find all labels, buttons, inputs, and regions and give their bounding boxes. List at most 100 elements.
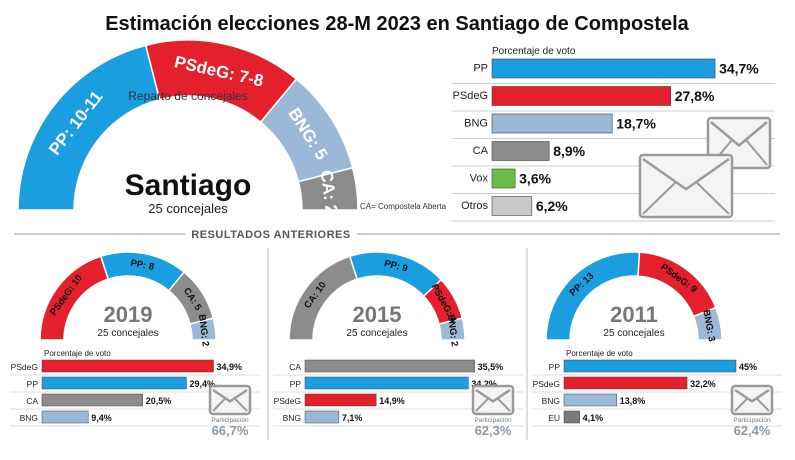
participation-value-2011: 62,4% xyxy=(734,423,771,438)
bar-2019-psdeg xyxy=(41,359,214,373)
bar-label-2015: BNG xyxy=(283,413,301,423)
vote-bar-vox xyxy=(491,168,516,189)
participation-label-2019: Participación xyxy=(211,417,249,424)
bar-value-2019: 34,9% xyxy=(217,362,243,372)
participation-value-2015: 62,3% xyxy=(475,423,512,438)
bar-2011-bng xyxy=(563,393,617,407)
year-2011: 2011 xyxy=(610,302,658,327)
bar-label-2019: PP xyxy=(27,379,39,389)
envelope-icon xyxy=(638,153,734,219)
vote-bar-label: CA xyxy=(473,145,489,157)
council-label-2019: 25 concejales xyxy=(97,328,158,339)
envelope-icon-flap xyxy=(642,157,730,191)
bar-value-2019: 20,5% xyxy=(146,396,172,406)
main-title: Estimación elecciones 28-M 2023 en Santi… xyxy=(105,13,689,35)
bar-value-2019: 29,4% xyxy=(189,379,215,389)
bar-value-2011: 32,2% xyxy=(690,379,716,389)
envelope-icon-body xyxy=(638,153,734,219)
hemicycle-2019-seat-label: PP: 8 xyxy=(130,258,155,273)
ca-note: CA= Compostela Aberta xyxy=(360,202,447,211)
main-hemicycle-segment-ca xyxy=(297,166,359,211)
bar-value-2015: 34,2% xyxy=(471,379,497,389)
vote-bar-psdeg xyxy=(491,86,672,106)
bar-label-2011: PSdeG xyxy=(533,379,560,389)
year-2019: 2019 xyxy=(104,302,153,327)
vote-bar-otros xyxy=(491,196,533,216)
bar-2015-pp xyxy=(304,376,469,390)
bar-value-2015: 7,1% xyxy=(342,413,363,423)
section-header-bg xyxy=(185,226,357,242)
vote-header: Porcentaje de voto xyxy=(492,46,576,57)
participation-envelope-icon-2019-flap xyxy=(212,388,248,403)
bar-value-2011: 45% xyxy=(739,362,757,372)
hemicycle-2015-segment-bng xyxy=(438,317,466,341)
hemicycle-2011-segment-bng xyxy=(692,306,723,341)
bar-label-2015: PSdeG xyxy=(274,396,301,406)
bar-2011-eu xyxy=(563,410,580,424)
vote-bar-value: 18,7% xyxy=(616,116,656,132)
hemicycle-2019-segment-pp xyxy=(99,251,186,292)
vote-bar-ca xyxy=(491,141,550,161)
bar-value-2019: 9,4% xyxy=(91,413,112,423)
council-label-2015: 25 concejales xyxy=(346,328,407,339)
participation-envelope-icon-2015-fold xyxy=(475,397,511,412)
vote-bar-label: Otros xyxy=(461,200,488,212)
participation-envelope-icon-2015-flap xyxy=(475,388,511,403)
bar-label-2011: PP xyxy=(549,362,561,372)
vote-bar-label: PP xyxy=(473,63,488,75)
vote-bar-label: Vox xyxy=(470,173,489,185)
vote-bar-value: 3,6% xyxy=(519,171,551,187)
bar-label-2019: PSdeG xyxy=(11,362,38,372)
participation-envelope-icon-2011-flap xyxy=(734,388,770,403)
council-label-2011: 25 concejales xyxy=(603,328,664,339)
participation-envelope-icon-2019 xyxy=(208,384,252,416)
vote-bar-value: 34,7% xyxy=(719,61,759,77)
bar-label-2019: CA xyxy=(26,396,38,406)
participation-envelope-icon-2015 xyxy=(471,384,515,416)
bar-2015-bng xyxy=(304,410,340,424)
hemicycle-2015-segment-pp xyxy=(348,251,443,298)
bar-value-2015: 35,5% xyxy=(478,362,504,372)
participation-value-2019: 66,7% xyxy=(212,423,249,438)
council-label: 25 concejales xyxy=(148,201,228,216)
vote-bar-bng xyxy=(491,113,613,134)
bar-2011-pp xyxy=(563,359,737,373)
envelope-icon-back-flap xyxy=(710,121,768,148)
bar-2011-psdeg xyxy=(563,376,688,390)
bar-2015-psdeg xyxy=(304,393,377,407)
bar-label-2015: PP xyxy=(290,379,302,389)
vote-bar-value: 6,2% xyxy=(536,198,568,214)
participation-envelope-icon-2019-fold xyxy=(212,397,248,412)
vote-bar-value: 27,8% xyxy=(675,88,715,104)
vote-bar-value: 8,9% xyxy=(553,143,585,159)
hemicycle-2015-seat-label: BNG: 2 xyxy=(445,314,460,347)
previous-results-header: RESULTADOS ANTERIORES xyxy=(191,229,350,241)
city-name: Santiago xyxy=(125,169,252,202)
participation-envelope-icon-2011-fold xyxy=(734,397,770,412)
bar-2019-pp xyxy=(41,376,187,390)
bar-2019-bng xyxy=(41,410,89,424)
hemicycle-2019-segment-bng xyxy=(189,317,217,341)
bar-value-2015: 14,9% xyxy=(379,396,405,406)
envelope-icon-fold xyxy=(642,182,730,215)
vote-bar-label: BNG xyxy=(464,118,488,130)
bar-2019-ca xyxy=(41,393,143,407)
bar-label-2019: BNG xyxy=(20,413,38,423)
bar-label-2011: EU xyxy=(548,413,560,423)
participation-label-2015: Participación xyxy=(474,417,512,424)
vote-bar-pp xyxy=(491,58,716,79)
participation-label-2011: Participación xyxy=(733,417,771,424)
bar-label-2015: CA xyxy=(289,362,301,372)
vote-header-2019: Porcentaje de voto xyxy=(44,349,111,358)
hemicycle-2019-seat-label: BNG: 2 xyxy=(196,314,211,347)
hemicycle-caption: Reparto de concejales xyxy=(128,89,247,103)
bar-value-2011: 13,8% xyxy=(620,396,646,406)
year-2015: 2015 xyxy=(353,302,402,327)
bar-label-2011: BNG xyxy=(542,396,560,406)
bar-2015-ca xyxy=(304,359,475,373)
participation-envelope-icon-2011 xyxy=(730,384,774,416)
vote-header-2011: Porcentaje de voto xyxy=(566,349,633,358)
bar-value-2011: 4,1% xyxy=(583,413,604,423)
vote-bar-label: PSdeG xyxy=(453,90,488,102)
